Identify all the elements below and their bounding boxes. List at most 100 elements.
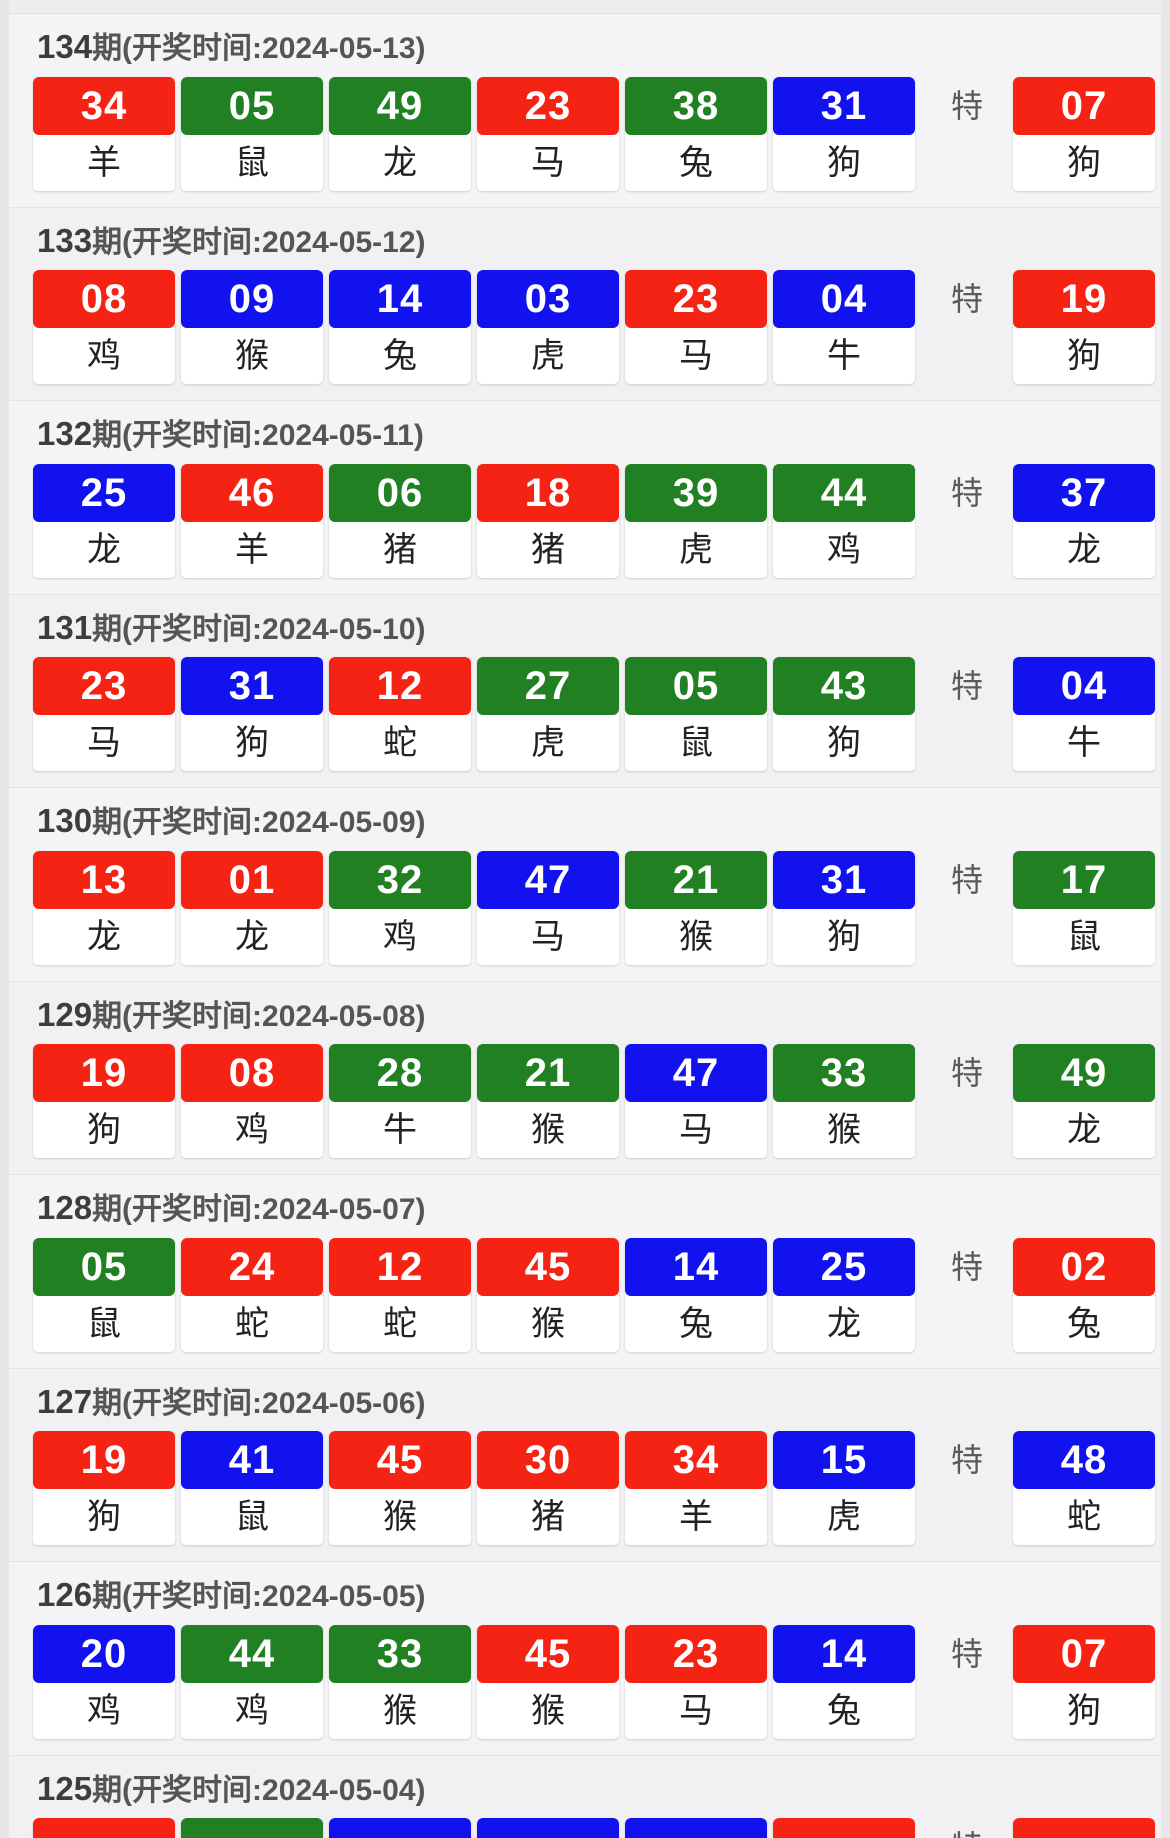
special-ball-cell[interactable]: 37 龙 <box>1013 463 1155 578</box>
ball-cell[interactable]: 30 猪 <box>477 1431 619 1545</box>
ball-cell[interactable]: 15 虎 <box>773 1431 915 1545</box>
ball-cell[interactable]: 14 兔 <box>773 1624 915 1739</box>
ball-cell[interactable]: 33 猴 <box>329 1624 471 1739</box>
ball-number: 31 <box>773 76 915 135</box>
ball-cell[interactable]: 20 鸡 <box>33 1624 175 1739</box>
special-ball-cell[interactable]: 02 兔 <box>1013 1237 1155 1352</box>
draw-header: 134期(开奖时间:2024-05-13) <box>9 14 1161 77</box>
ball-cell[interactable]: 44 鸡 <box>773 463 915 578</box>
special-ball-number: 37 <box>1013 463 1155 522</box>
ball-cell[interactable]: 47 马 <box>625 1044 767 1158</box>
ball-cell[interactable]: 31 狗 <box>773 850 915 965</box>
special-ball-cell[interactable] <box>1013 1818 1155 1838</box>
special-ball-zodiac: 龙 <box>1013 1102 1155 1158</box>
ball-cell[interactable] <box>773 1818 915 1838</box>
ball-zodiac: 猪 <box>329 521 471 578</box>
ball-zodiac: 龙 <box>33 521 175 578</box>
ball-number <box>625 1818 767 1838</box>
ball-cell[interactable]: 23 马 <box>625 1624 767 1739</box>
ball-cell[interactable] <box>625 1818 767 1838</box>
special-ball-zodiac: 兔 <box>1013 1295 1155 1352</box>
ball-cell[interactable]: 08 鸡 <box>181 1044 323 1158</box>
ball-cell[interactable]: 19 狗 <box>33 1044 175 1158</box>
ball-number: 23 <box>33 657 175 715</box>
ball-zodiac: 马 <box>625 1682 767 1739</box>
ball-cell[interactable] <box>477 1818 619 1838</box>
results-scroll-area[interactable]: 134期(开奖时间:2024-05-13) 34 羊 05 鼠 49 龙 23 马 38 兔 31 狗特… <box>9 0 1161 1838</box>
ball-cell[interactable]: 33 猴 <box>773 1044 915 1158</box>
ball-cell[interactable]: 44 鸡 <box>181 1624 323 1739</box>
ball-zodiac: 鸡 <box>33 1682 175 1739</box>
ball-cell[interactable]: 45 猴 <box>329 1431 471 1545</box>
ball-cell[interactable]: 05 鼠 <box>33 1237 175 1352</box>
ball-cell[interactable]: 45 猴 <box>477 1624 619 1739</box>
ball-number: 44 <box>773 463 915 522</box>
ball-cell[interactable] <box>329 1818 471 1838</box>
ball-number: 04 <box>773 270 915 328</box>
ball-zodiac: 狗 <box>33 1102 175 1158</box>
ball-cell[interactable]: 32 鸡 <box>329 850 471 965</box>
ball-cell[interactable]: 12 蛇 <box>329 657 471 771</box>
special-ball-cell[interactable]: 17 鼠 <box>1013 850 1155 965</box>
ball-cell[interactable]: 24 蛇 <box>181 1237 323 1352</box>
special-ball-cell[interactable]: 19 狗 <box>1013 270 1155 384</box>
ball-cell[interactable]: 23 马 <box>33 657 175 771</box>
ball-cell[interactable]: 19 狗 <box>33 1431 175 1545</box>
balls-row: 13 龙 01 龙 32 鸡 47 马 21 猴 31 狗特 17 鼠 <box>9 850 1161 981</box>
ball-cell[interactable]: 25 龙 <box>33 463 175 578</box>
special-ball-separator-label: 特 <box>950 1248 983 1285</box>
ball-cell[interactable]: 12 蛇 <box>329 1237 471 1352</box>
ball-cell[interactable]: 31 狗 <box>773 76 915 191</box>
draw-issue-number: 126 <box>37 1576 93 1613</box>
special-ball-cell[interactable]: 04 牛 <box>1013 657 1155 771</box>
ball-cell[interactable]: 23 马 <box>625 270 767 384</box>
ball-cell[interactable]: 05 鼠 <box>625 657 767 771</box>
ball-cell[interactable]: 01 龙 <box>181 850 323 965</box>
ball-cell[interactable]: 21 猴 <box>477 1044 619 1158</box>
ball-cell[interactable] <box>33 1818 175 1838</box>
ball-cell[interactable]: 46 羊 <box>181 463 323 578</box>
ball-cell[interactable]: 31 狗 <box>181 657 323 771</box>
ball-cell[interactable]: 38 兔 <box>625 76 767 191</box>
special-ball-cell[interactable]: 48 蛇 <box>1013 1431 1155 1545</box>
draw-date-label: 期(开奖时间:2024-05-06) <box>92 1386 426 1420</box>
ball-cell[interactable]: 27 虎 <box>477 657 619 771</box>
ball-cell[interactable]: 18 猪 <box>477 463 619 578</box>
special-ball-zodiac: 牛 <box>1013 715 1155 771</box>
ball-cell[interactable]: 14 兔 <box>625 1237 767 1352</box>
ball-cell[interactable]: 45 猴 <box>477 1237 619 1352</box>
ball-cell[interactable]: 28 牛 <box>329 1044 471 1158</box>
special-ball-cell[interactable]: 07 狗 <box>1013 1624 1155 1739</box>
ball-cell[interactable]: 43 狗 <box>773 657 915 771</box>
ball-cell[interactable]: 03 虎 <box>477 270 619 384</box>
ball-zodiac: 马 <box>625 1102 767 1158</box>
ball-cell[interactable] <box>181 1818 323 1838</box>
ball-cell[interactable]: 49 龙 <box>329 76 471 191</box>
ball-cell[interactable]: 14 兔 <box>329 270 471 384</box>
ball-cell[interactable]: 41 鼠 <box>181 1431 323 1545</box>
ball-zodiac: 猴 <box>477 1682 619 1739</box>
ball-cell[interactable]: 06 猪 <box>329 463 471 578</box>
ball-cell[interactable]: 34 羊 <box>33 76 175 191</box>
draw-date-label: 期(开奖时间:2024-05-08) <box>92 999 426 1033</box>
special-ball-cell[interactable]: 07 狗 <box>1013 76 1155 191</box>
balls-row: 19 狗 41 鼠 45 猴 30 猪 34 羊 15 虎特 48 蛇 <box>9 1431 1161 1561</box>
ball-cell[interactable]: 21 猴 <box>625 850 767 965</box>
special-ball-separator-label: 特 <box>950 1442 983 1478</box>
ball-cell[interactable]: 08 鸡 <box>33 270 175 384</box>
ball-cell[interactable]: 04 牛 <box>773 270 915 384</box>
ball-cell[interactable]: 34 羊 <box>625 1431 767 1545</box>
ball-cell[interactable]: 47 马 <box>477 850 619 965</box>
draw-issue-number: 128 <box>37 1189 93 1226</box>
ball-cell[interactable]: 25 龙 <box>773 1237 915 1352</box>
ball-zodiac: 狗 <box>773 134 915 191</box>
draw-row: 134期(开奖时间:2024-05-13) 34 羊 05 鼠 49 龙 23 马 38 兔 31 狗特… <box>9 14 1161 208</box>
ball-cell[interactable]: 05 鼠 <box>181 76 323 191</box>
special-ball-cell[interactable]: 49 龙 <box>1013 1044 1155 1158</box>
ball-number: 30 <box>477 1431 619 1489</box>
ball-cell[interactable]: 39 虎 <box>625 463 767 578</box>
ball-cell[interactable]: 09 猴 <box>181 270 323 384</box>
ball-cell[interactable]: 13 龙 <box>33 850 175 965</box>
ball-zodiac: 鼠 <box>33 1295 175 1352</box>
ball-cell[interactable]: 23 马 <box>477 76 619 191</box>
